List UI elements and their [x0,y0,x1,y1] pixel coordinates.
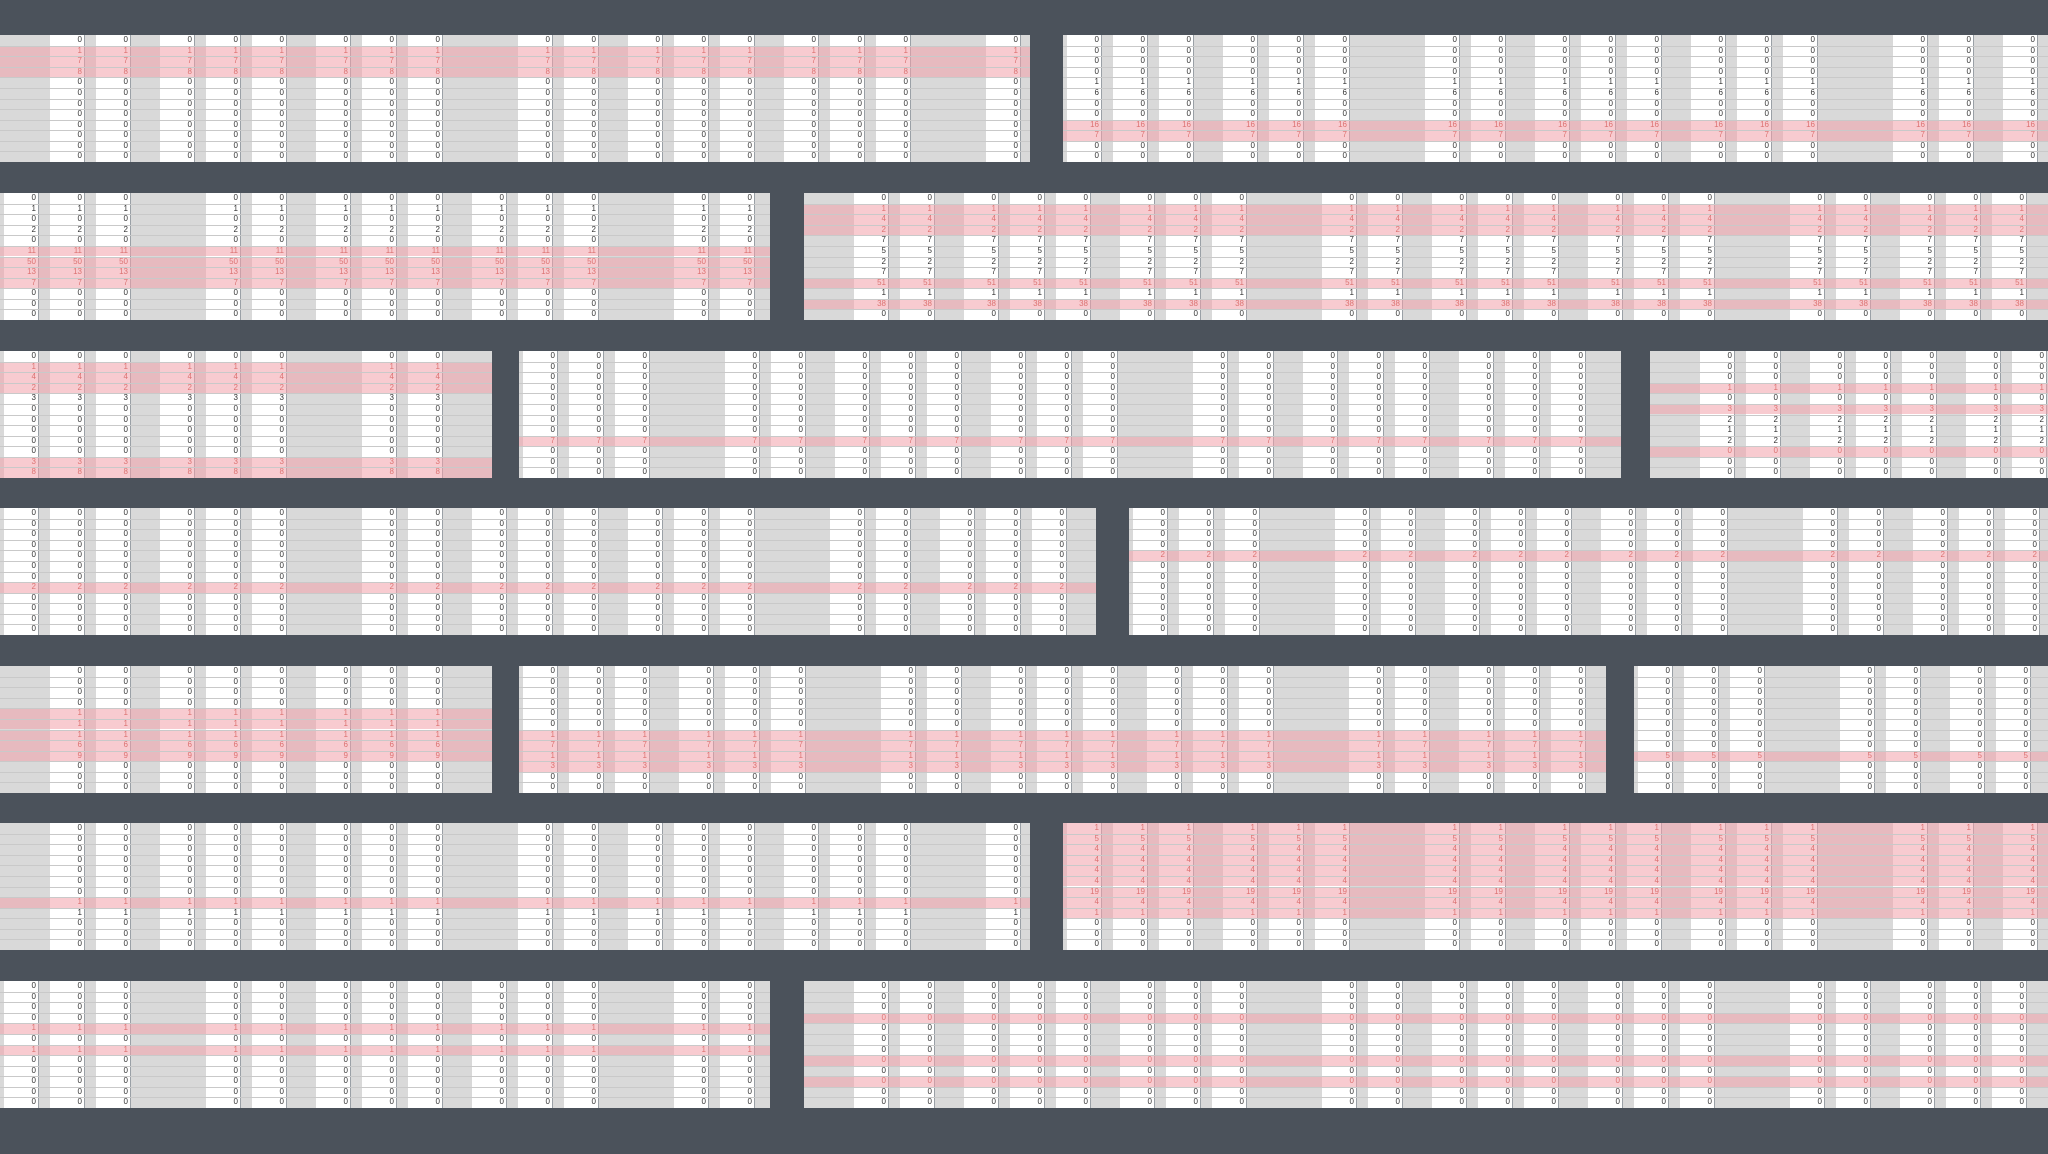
panel-r3-a: 0142300000380142300000380142300000380142… [0,351,492,478]
panel-r5-a: 0000111690000000111690000000111690000000… [0,666,492,793]
panel-r4-a: 0000000200000000000200000000000200000000… [0,508,1096,635]
panel-r1-b: 0000160016700000016001670000001600167000… [1063,35,2048,162]
panel-r3-b: 0000000070000000000070000000000070000000… [519,351,1621,478]
panel-r1-a: 0178000000000178000000000178000000000178… [0,35,1030,162]
panel-r5-c: 0000000050000000000050000000000050000000… [1634,666,2048,793]
panel-r6-a: 0000000110000000000110000000000110000000… [0,823,1030,950]
panel-r2-a: 0102011501370000102011501370000102011501… [0,193,770,320]
panel-r6-b: 1544441941000154444194100015444419410001… [1063,823,2048,950]
panel-r2-b: 0142752751138001427527511380014275275113… [804,193,2048,320]
panel-r4-b: 0000200000000000200000000000200000000000… [1129,508,2048,635]
panel-r5-b: 0000001713000000001713000000001713000000… [519,666,1606,793]
panel-r3-c: 0001032120000001032120000001032120000001… [1650,351,2048,478]
panel-r7-a: 0000101000000000101000000000101000000000… [0,981,770,1108]
